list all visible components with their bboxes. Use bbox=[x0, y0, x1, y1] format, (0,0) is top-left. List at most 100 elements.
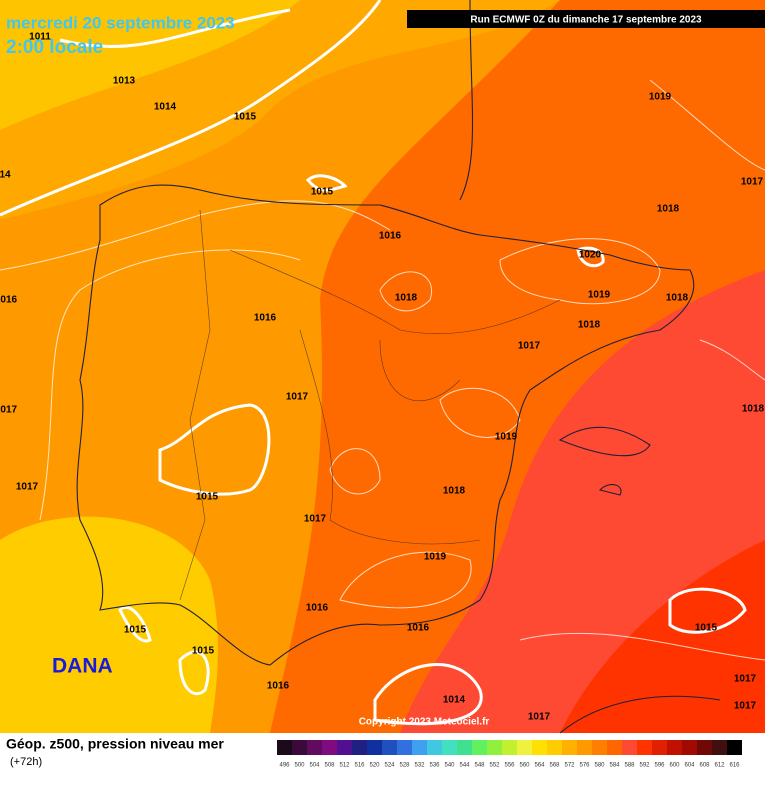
isobar-label: 1015 bbox=[192, 646, 215, 657]
isobar-label: 1018 bbox=[395, 293, 418, 304]
scale-swatch bbox=[292, 740, 307, 755]
scale-swatch bbox=[547, 740, 562, 755]
scale-swatch bbox=[307, 740, 322, 755]
scale-swatch bbox=[712, 740, 727, 755]
scale-label: 552 bbox=[489, 763, 500, 769]
isobar-label: 1017 bbox=[734, 701, 757, 712]
isobar-label: 1015 bbox=[234, 112, 257, 123]
scale-swatch bbox=[682, 740, 697, 755]
scale-swatch bbox=[502, 740, 517, 755]
thick-isobars bbox=[0, 0, 747, 726]
scale-label: 524 bbox=[384, 763, 395, 769]
scale-label: 612 bbox=[714, 763, 725, 769]
scale-label: 516 bbox=[354, 763, 365, 769]
annotation: DANA bbox=[52, 655, 113, 678]
footer-title: Géop. z500, pression niveau mer bbox=[6, 736, 224, 752]
run-box bbox=[407, 10, 765, 28]
scale-swatch bbox=[592, 740, 607, 755]
date: mercredi 20 septembre 2023 bbox=[6, 13, 235, 32]
field-yellow bbox=[0, 0, 300, 130]
isobar-label: 1018 bbox=[666, 293, 689, 304]
scale-label: 512 bbox=[339, 763, 350, 769]
isobar-label: 1018 bbox=[443, 486, 466, 497]
isobar-label: 1019 bbox=[649, 92, 672, 103]
scale-label: 528 bbox=[399, 763, 410, 769]
isobar-label: 1018 bbox=[742, 404, 765, 415]
scale-swatch bbox=[607, 740, 622, 755]
isobar-label: 1011 bbox=[29, 32, 51, 43]
scale-label: 520 bbox=[369, 763, 380, 769]
scale-swatch bbox=[577, 740, 592, 755]
scale-label: 540 bbox=[444, 763, 455, 769]
scale-label: 532 bbox=[414, 763, 425, 769]
scale-swatch bbox=[442, 740, 457, 755]
isobar-label: 1015 bbox=[124, 625, 147, 636]
color-scale: 496 500 504 508 512 516 520 524 528 532 536 540 544 5… bbox=[277, 740, 742, 769]
scale-swatch bbox=[457, 740, 472, 755]
isobar-label: 1014 bbox=[154, 102, 177, 113]
scale-label: 504 bbox=[309, 763, 320, 769]
map: 1011 1013 1014 1015 14 1015 1016 1020 1019 1017 10… bbox=[0, 0, 766, 734]
scale-swatch bbox=[277, 740, 292, 755]
isobar-label: 1017 bbox=[16, 482, 39, 493]
isobar-label: 1015 bbox=[311, 187, 334, 198]
scale-swatch bbox=[652, 740, 667, 755]
scale-swatch bbox=[697, 740, 712, 755]
scale-label: 500 bbox=[294, 763, 305, 769]
scale-label: 596 bbox=[654, 763, 665, 769]
scale-swatch bbox=[517, 740, 532, 755]
field-deep-red bbox=[560, 540, 765, 733]
isobar-label: 1016 bbox=[407, 623, 430, 634]
scale-swatch bbox=[352, 740, 367, 755]
isobar-label: 1017 bbox=[518, 341, 541, 352]
isobar-label: 1017 bbox=[528, 712, 551, 723]
scale-label: 584 bbox=[609, 763, 620, 769]
copyright: Copyright 2023 Meteociel.fr bbox=[359, 717, 490, 728]
isobar-label: 1020 bbox=[579, 250, 602, 261]
scale-label: 544 bbox=[459, 763, 470, 769]
scale-label: 580 bbox=[594, 763, 605, 769]
time: 2:00 locale bbox=[6, 37, 103, 58]
isobar-label: 1017 bbox=[0, 405, 18, 416]
isobar-label: 1019 bbox=[495, 432, 518, 443]
isobar-label: 1016 bbox=[0, 295, 18, 306]
scale-swatch bbox=[472, 740, 487, 755]
scale-swatch bbox=[397, 740, 412, 755]
isobar-label: 1017 bbox=[286, 392, 309, 403]
lead-time: (+72h) bbox=[10, 756, 42, 768]
scale-swatch bbox=[487, 740, 502, 755]
margin bbox=[765, 0, 777, 780]
isobar-label: 1017 bbox=[304, 514, 327, 525]
scale-label: 604 bbox=[684, 763, 695, 769]
scale-swatch bbox=[367, 740, 382, 755]
scale-label: 600 bbox=[669, 763, 680, 769]
scale-swatch bbox=[337, 740, 352, 755]
isobar-label: 1019 bbox=[424, 552, 447, 563]
isobar-label: 1016 bbox=[379, 231, 402, 242]
scale-label: 508 bbox=[324, 763, 335, 769]
isobar-label: 1017 bbox=[741, 177, 764, 188]
scale-swatch bbox=[667, 740, 682, 755]
scale-label: 496 bbox=[279, 763, 290, 769]
field-yellow-low bbox=[0, 516, 218, 733]
scale-label: 572 bbox=[564, 763, 575, 769]
isobar-label: 1015 bbox=[196, 492, 219, 503]
isobar-label: 1017 bbox=[734, 674, 757, 685]
scale-swatch bbox=[562, 740, 577, 755]
scale-label: 564 bbox=[534, 763, 545, 769]
scale-swatch bbox=[412, 740, 427, 755]
isobar-label: 1013 bbox=[113, 76, 136, 87]
scale-label: 560 bbox=[519, 763, 530, 769]
scale-swatch bbox=[382, 740, 397, 755]
scale-label: 536 bbox=[429, 763, 440, 769]
thin-isobars bbox=[0, 79, 766, 661]
isobar-label: 1016 bbox=[254, 313, 277, 324]
scale-label: 616 bbox=[729, 763, 740, 769]
isobar-label: 1018 bbox=[578, 320, 601, 331]
scale-swatch bbox=[727, 740, 742, 755]
coastlines bbox=[76, 0, 721, 734]
scale-label: 608 bbox=[699, 763, 710, 769]
scale-swatch bbox=[322, 740, 337, 755]
isobar-label: 1016 bbox=[267, 681, 290, 692]
isobar-label: 1018 bbox=[657, 204, 680, 215]
